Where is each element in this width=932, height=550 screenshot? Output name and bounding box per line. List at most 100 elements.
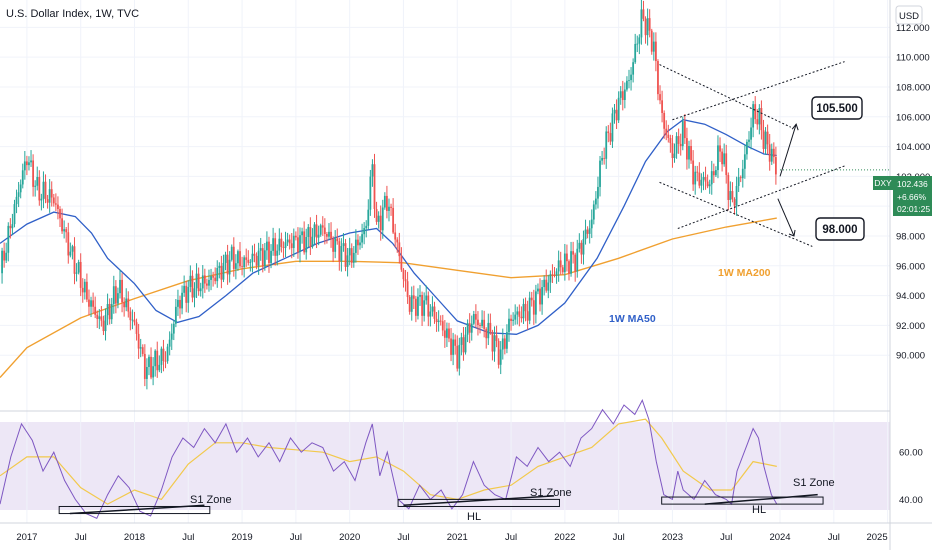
candle-body <box>191 275 194 298</box>
candle-body <box>73 246 76 274</box>
candle-body <box>450 338 452 355</box>
candle-body <box>506 332 508 349</box>
candle-body <box>131 319 134 321</box>
s1-zone-box <box>661 496 824 505</box>
candle-body <box>414 298 417 316</box>
channel-upper-line <box>659 64 792 128</box>
currency-label: USD <box>899 11 919 22</box>
candle-body <box>119 279 121 294</box>
candle-body <box>79 261 82 288</box>
target-callout-low[interactable]: 98.000 <box>815 217 865 241</box>
candle-body <box>477 319 479 326</box>
candle-body <box>253 253 256 256</box>
time-tick-label: Jul <box>75 532 87 543</box>
time-tick-label: 2024 <box>769 532 790 543</box>
candle-body <box>733 199 736 206</box>
candle-body <box>772 148 775 158</box>
candle-body <box>243 257 246 268</box>
candle-body <box>725 153 728 176</box>
candle-body <box>133 319 136 323</box>
candle-body <box>268 241 270 263</box>
time-tick-label: 2025 <box>866 532 887 543</box>
candle-body <box>582 239 585 255</box>
candle-body <box>102 320 105 332</box>
candle-body <box>594 198 597 205</box>
candle-body <box>5 252 8 261</box>
candle-body <box>472 314 475 324</box>
candle-body <box>228 259 231 275</box>
candle-body <box>723 153 726 165</box>
price-tag-timer: 02:01:25 <box>897 204 930 214</box>
candle-body <box>510 318 512 321</box>
candle-body <box>185 285 188 303</box>
candle-body <box>741 168 744 179</box>
candle-body <box>272 238 275 251</box>
candle-body <box>170 333 173 340</box>
candle-body <box>746 141 748 155</box>
candle-body <box>406 281 409 298</box>
candle-body <box>34 185 37 187</box>
candle-body <box>127 298 130 312</box>
candle-body <box>357 239 359 246</box>
candle-body <box>474 314 477 320</box>
candle-body <box>532 300 535 315</box>
candle-body <box>764 131 767 149</box>
ma50-label: 1W MA50 <box>609 313 656 325</box>
candle-body <box>539 288 541 305</box>
candle-body <box>443 330 446 338</box>
candle-body <box>541 287 543 305</box>
candle-body <box>429 311 432 317</box>
candle-body <box>23 161 26 171</box>
candle-body <box>203 275 206 284</box>
candle-body <box>534 291 537 315</box>
target-callout-high[interactable]: 105.500 <box>811 96 863 120</box>
candle-body <box>290 243 293 249</box>
candle-body <box>425 295 428 301</box>
candle-body <box>3 250 6 261</box>
candle-body <box>609 133 612 142</box>
candle-body <box>371 164 374 177</box>
candle-body <box>559 260 562 268</box>
candle-body <box>768 144 771 162</box>
candle-body <box>114 286 117 304</box>
candle-body <box>230 246 233 260</box>
candle-body <box>433 306 436 319</box>
candle-body <box>359 242 361 246</box>
candle-body <box>607 131 610 134</box>
candle-body <box>563 253 566 273</box>
candle-body <box>460 337 463 345</box>
time-tick-label: Jul <box>505 532 517 543</box>
candle-body <box>305 236 308 253</box>
candle-body <box>568 261 570 274</box>
candle-body <box>13 204 16 225</box>
candle-body <box>599 160 601 187</box>
candle-body <box>141 347 144 354</box>
candle-body <box>657 61 659 95</box>
rsi-tick-label: 40.00 <box>899 495 923 506</box>
candle-body <box>640 9 643 38</box>
candle-body <box>574 254 577 272</box>
candle-body <box>77 261 80 273</box>
candle-body <box>69 251 72 256</box>
candle-body <box>321 225 324 228</box>
time-tick-label: Jul <box>182 532 194 543</box>
candle-body <box>11 224 14 229</box>
candle-body <box>671 143 674 159</box>
candle-body <box>315 224 318 238</box>
candle-body <box>57 204 59 210</box>
candle-body <box>338 241 341 262</box>
candle-body <box>160 348 163 365</box>
candle-body <box>336 238 339 242</box>
candle-body <box>108 304 111 320</box>
price-tag[interactable]: DXY 102.436 +6.66% 02:01:25 <box>873 176 932 216</box>
price-tag-box <box>893 176 932 216</box>
target-low-label: 98.000 <box>822 224 857 236</box>
candle-body <box>174 306 177 324</box>
candle-body <box>526 311 529 321</box>
candle-body <box>706 181 709 187</box>
currency-badge[interactable]: USD <box>895 5 923 25</box>
candle-body <box>187 286 190 303</box>
candle-body <box>545 279 548 291</box>
candle-body <box>251 253 254 262</box>
